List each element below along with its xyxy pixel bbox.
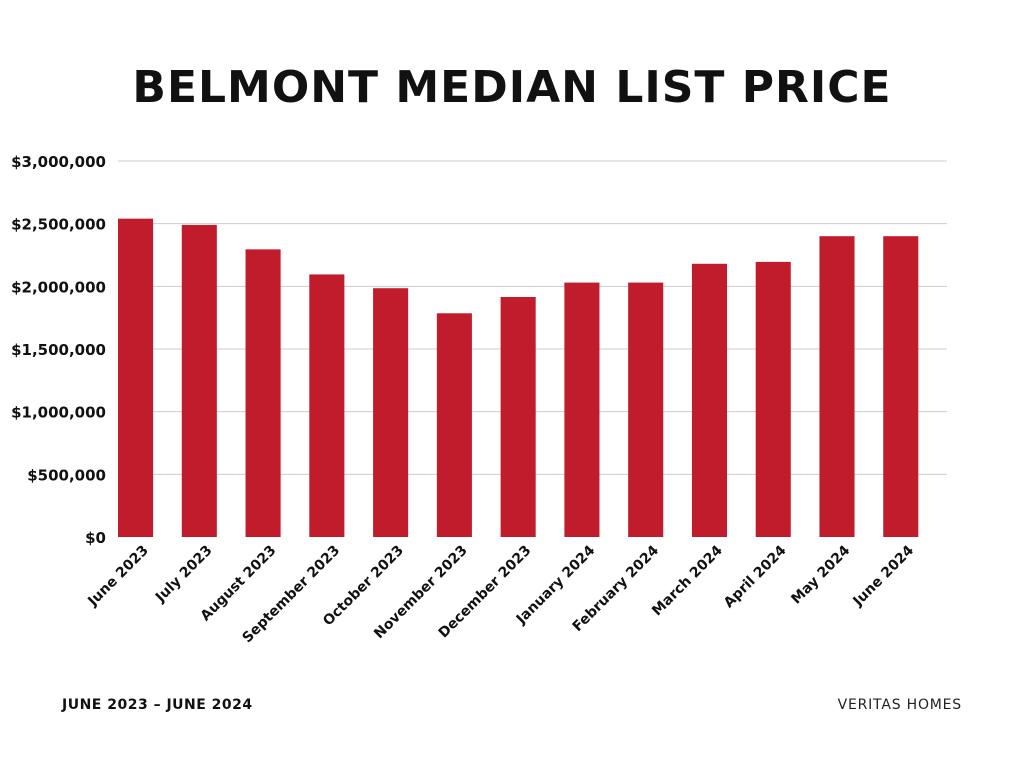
- bar: [819, 236, 855, 537]
- bar: [436, 313, 472, 537]
- x-tick-label: July 2023: [152, 543, 216, 607]
- y-tick-label: $2,500,000: [11, 216, 106, 234]
- y-tick-label: $3,000,000: [11, 153, 106, 171]
- bar: [373, 288, 409, 537]
- bar: [628, 282, 664, 537]
- bar: [118, 218, 154, 538]
- y-axis-tick-labels: $0 $500,000 $1,000,000 $1,500,000 $2,000,000…: [11, 153, 106, 547]
- x-tick-label: April 2024: [721, 542, 790, 611]
- bar: [181, 224, 217, 538]
- y-tick-label: $500,000: [27, 466, 106, 484]
- date-range-caption: JUNE 2023 – JUNE 2024: [62, 697, 253, 713]
- bar: [691, 263, 727, 537]
- y-tick-label: $1,000,000: [11, 404, 106, 422]
- x-tick-label: June 2024: [850, 542, 918, 610]
- brand-name: VERITAS HOMES: [837, 697, 962, 713]
- y-tick-label: $1,500,000: [11, 341, 106, 359]
- bar: [883, 236, 919, 537]
- chart-title: BELMONT MEDIAN LIST PRICE: [132, 62, 892, 113]
- y-tick-label: $0: [85, 529, 106, 547]
- y-tick-label: $2,000,000: [11, 278, 106, 296]
- bar: [755, 261, 791, 537]
- x-tick-label: June 2023: [84, 543, 152, 611]
- x-tick-label: May 2024: [788, 542, 853, 607]
- bar: [309, 274, 345, 537]
- bar: [564, 282, 600, 537]
- bars: [118, 218, 919, 538]
- bar: [500, 296, 536, 537]
- bar: [245, 249, 281, 538]
